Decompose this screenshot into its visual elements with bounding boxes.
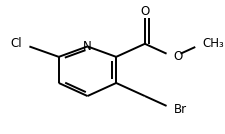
Text: O: O [173, 50, 182, 63]
Text: Cl: Cl [10, 37, 22, 50]
Text: O: O [140, 5, 149, 18]
Text: CH₃: CH₃ [201, 37, 223, 50]
Text: Br: Br [173, 103, 186, 116]
Text: N: N [83, 40, 91, 53]
